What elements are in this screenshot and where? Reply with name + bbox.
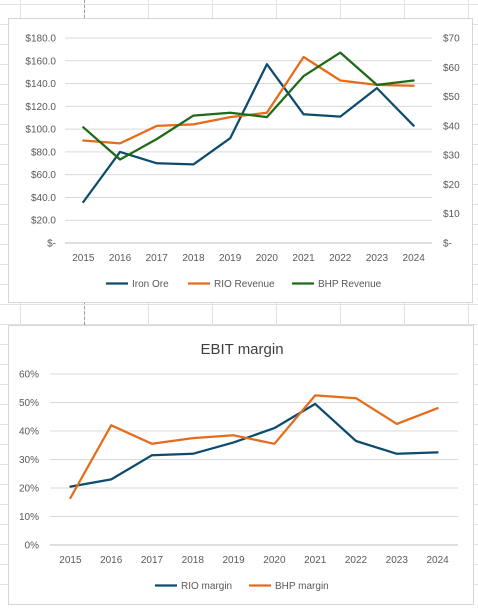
y-tick-label: 0%	[25, 541, 40, 552]
y-tick-label: 50%	[19, 398, 39, 409]
y2-tick-label: $60	[443, 63, 460, 74]
revenue-chart[interactable]: $- $20.0 $40.0 $60.0 $80.0 $100.0 $120.0 $140.0…	[8, 18, 473, 303]
y-tick-label: $-	[47, 239, 56, 250]
x-tick-label: 2023	[386, 555, 409, 566]
x-tick-label: 2020	[263, 555, 286, 566]
legend-label: RIO Revenue	[214, 279, 275, 290]
x-tick-label: 2016	[109, 253, 132, 264]
y2-tick-label: $70	[443, 34, 460, 45]
x-tick-label: 2018	[182, 555, 205, 566]
y2-tick-label: $10	[443, 209, 460, 220]
ebit-margin-chart[interactable]: EBIT margin 0% 10% 20% 30% 40% 50% 60% 2015 2016 2…	[8, 325, 474, 605]
y-tick-label: 20%	[19, 484, 39, 495]
y2-tick-label: $-	[443, 239, 452, 250]
y-tick-label: $100.0	[25, 125, 56, 136]
y-tick-label: $120.0	[25, 102, 56, 113]
ebit-margin-chart-svg: EBIT margin 0% 10% 20% 30% 40% 50% 60% 2015 2016 2…	[19, 341, 458, 592]
x-tick-label: 2020	[256, 253, 279, 264]
series-line	[69, 394, 439, 500]
y-tick-label: 40%	[19, 427, 39, 438]
y-tick-label: $140.0	[25, 79, 56, 90]
x-tick-label: 2022	[345, 555, 368, 566]
y2-tick-label: $30	[443, 151, 460, 162]
x-tick-label: 2017	[146, 253, 169, 264]
y2-tick-label: $20	[443, 180, 460, 191]
legend-label: RIO margin	[181, 581, 232, 592]
x-tick-label: 2023	[366, 253, 389, 264]
y-tick-label: 30%	[19, 455, 39, 466]
x-tick-label: 2015	[72, 253, 95, 264]
x-tick-label: 2016	[100, 555, 123, 566]
x-tick-label: 2015	[59, 555, 82, 566]
y-tick-label: $20.0	[31, 216, 56, 227]
y-tick-label: $80.0	[31, 147, 56, 158]
page-break-marker	[84, 301, 85, 325]
x-tick-label: 2017	[141, 555, 164, 566]
y-tick-label: 60%	[19, 370, 39, 381]
series-line	[69, 402, 439, 488]
legend-label: Iron Ore	[132, 279, 169, 290]
y-tick-label: 10%	[19, 512, 39, 523]
x-tick-label: 2024	[426, 555, 449, 566]
revenue-chart-svg: $- $20.0 $40.0 $60.0 $80.0 $100.0 $120.0 $140.0…	[25, 34, 460, 291]
x-tick-label: 2021	[292, 253, 315, 264]
y2-tick-label: $50	[443, 92, 460, 103]
y-tick-label: $180.0	[25, 34, 56, 45]
x-tick-label: 2022	[329, 253, 352, 264]
chart-title: EBIT margin	[200, 341, 283, 358]
series-line	[82, 51, 415, 161]
legend-label: BHP margin	[275, 581, 329, 592]
series-line	[82, 63, 415, 204]
y-tick-label: $160.0	[25, 56, 56, 67]
legend-label: BHP Revenue	[318, 279, 382, 290]
x-tick-label: 2024	[403, 253, 426, 264]
page-break-marker	[84, 0, 85, 18]
x-tick-label: 2019	[219, 253, 242, 264]
x-tick-label: 2018	[182, 253, 205, 264]
x-tick-label: 2021	[304, 555, 327, 566]
y-tick-label: $60.0	[31, 170, 56, 181]
x-tick-label: 2019	[222, 555, 245, 566]
y2-tick-label: $40	[443, 121, 460, 132]
y-tick-label: $40.0	[31, 193, 56, 204]
